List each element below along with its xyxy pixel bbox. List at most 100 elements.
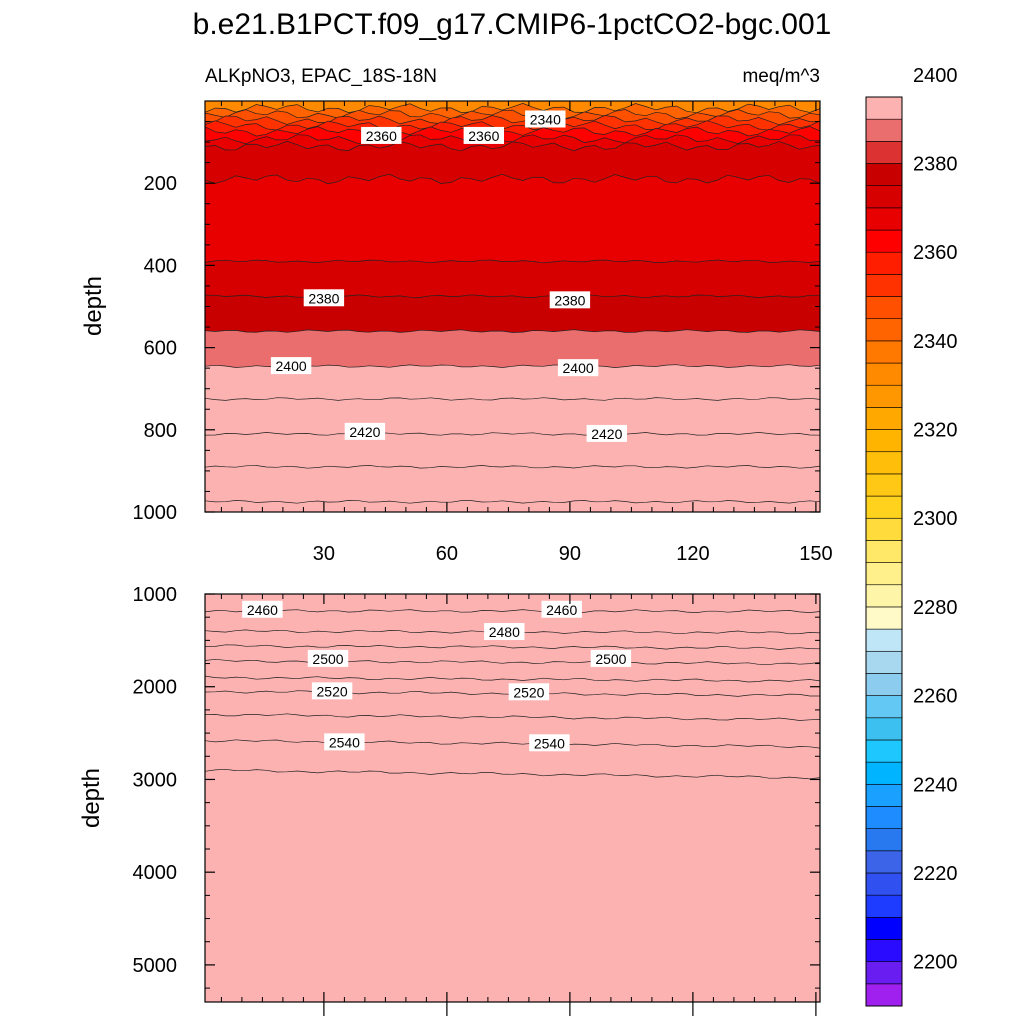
x-tick-label: 120 [676, 543, 709, 565]
colorbar-swatch [865, 207, 903, 231]
colorbar-swatch [865, 673, 903, 696]
contour-line [205, 658, 820, 666]
contour-line [205, 115, 820, 126]
colorbar-label: 2280 [913, 597, 958, 619]
y-tick-label: 600 [144, 338, 177, 360]
contour-label-bg [525, 110, 566, 128]
contour-label-bg [529, 734, 570, 752]
contour-line [205, 397, 820, 401]
contour-label: 2460 [247, 602, 278, 618]
plot-frame [204, 593, 821, 1003]
contour-line [205, 126, 820, 137]
colorbar-label: 2400 [913, 65, 958, 87]
contour-label: 2500 [595, 651, 626, 667]
colorbar: 2200 2220 2240 2260 2280 2300 2320 2340 2360 2380… [865, 65, 958, 1007]
contour-label: 2520 [513, 684, 544, 700]
colorbar-label: 2380 [913, 154, 958, 176]
contour-label-bg [361, 126, 402, 144]
colorbar-swatch [865, 517, 903, 541]
colorbar-swatch [865, 828, 903, 852]
colorbar-swatch [865, 251, 903, 275]
y-tick-label: 400 [144, 255, 177, 277]
colorbar-swatch [865, 540, 903, 563]
contour-label-bg [508, 683, 550, 701]
colorbar-swatch [865, 384, 903, 408]
x-tick-label: 30 [313, 543, 335, 565]
contour-label-bg [270, 357, 312, 375]
y-tick-label: 1000 [133, 502, 178, 524]
colorbar-swatch [865, 739, 903, 763]
colorbar-label: 2360 [913, 242, 958, 264]
colorbar-swatch [865, 118, 903, 142]
colorbar-swatch [865, 185, 903, 209]
colorbar-swatch [865, 362, 903, 386]
colorbar-swatch [865, 296, 903, 320]
colorbar-label: 2260 [913, 686, 958, 708]
x-tick-label: 90 [559, 543, 581, 565]
contour-band [205, 769, 820, 1002]
colorbar-label: 2220 [913, 863, 958, 885]
colorbar-swatch [865, 695, 903, 719]
contour-label: 2400 [276, 358, 307, 374]
contour-line [205, 713, 820, 721]
contour-label-bg [242, 600, 283, 618]
contour-line [205, 173, 820, 185]
colorbar-swatch [865, 850, 903, 874]
contour-band [205, 500, 820, 512]
colorbar-frame [865, 96, 903, 1007]
contour-label: 2380 [554, 292, 585, 308]
contour-label: 2420 [349, 424, 380, 440]
y-tick-label: 200 [144, 173, 177, 195]
y-tick-label: 2000 [133, 677, 178, 699]
colorbar-swatch [865, 628, 903, 652]
contour-line [205, 675, 820, 683]
colorbar-swatch [865, 584, 903, 608]
colorbar-swatch [865, 451, 903, 475]
contour-label: 2520 [317, 683, 348, 699]
contour-label: 2420 [591, 426, 622, 442]
contour-label-bg [463, 126, 504, 144]
y-tick-label: 800 [144, 420, 177, 442]
colorbar-swatch [865, 917, 903, 940]
contour-band [205, 465, 820, 512]
colorbar-swatch [865, 96, 903, 120]
contour-label-bg [586, 424, 627, 442]
contour-line [205, 432, 820, 436]
colorbar-swatch [865, 407, 903, 430]
colorbar-label: 2240 [913, 774, 958, 796]
colorbar-swatch [865, 495, 903, 519]
contour-label-bg [307, 649, 349, 667]
y-tick-label: 1000 [133, 584, 178, 606]
contour-line [205, 140, 820, 152]
contour-line [205, 259, 820, 264]
contour-label-bg [590, 649, 632, 667]
subtitle-left: ALKpNO3, EPAC_18S-18N [205, 66, 437, 87]
y-tick-label: 3000 [133, 769, 178, 791]
contour-line [205, 768, 820, 780]
contour-line [205, 739, 820, 749]
colorbar-swatch [865, 872, 903, 896]
contour-label-bg [311, 682, 353, 700]
colorbar-swatch [865, 340, 903, 364]
contour-label: 2540 [534, 735, 565, 751]
lower-y-axis-label: depth [78, 768, 105, 828]
contour-label-bg [344, 422, 386, 440]
contour-line [205, 500, 820, 504]
contour-label: 2480 [489, 624, 520, 640]
y-tick-label: 5000 [133, 955, 178, 977]
colorbar-swatch [865, 141, 903, 164]
y-tick-label: 4000 [133, 862, 178, 884]
colorbar-swatch [865, 562, 903, 586]
colorbar-swatch [865, 473, 903, 497]
contour-label-bg [303, 289, 345, 307]
contour-label: 2540 [329, 734, 360, 750]
contour-label-bg [549, 291, 591, 309]
x-tick-label: 150 [799, 543, 832, 565]
contour-line [205, 609, 820, 613]
contour-label-bg [484, 623, 525, 641]
colorbar-swatch [865, 783, 903, 807]
contour-line [205, 103, 820, 114]
colorbar-label: 2340 [913, 331, 958, 353]
colorbar-swatch [865, 961, 903, 985]
